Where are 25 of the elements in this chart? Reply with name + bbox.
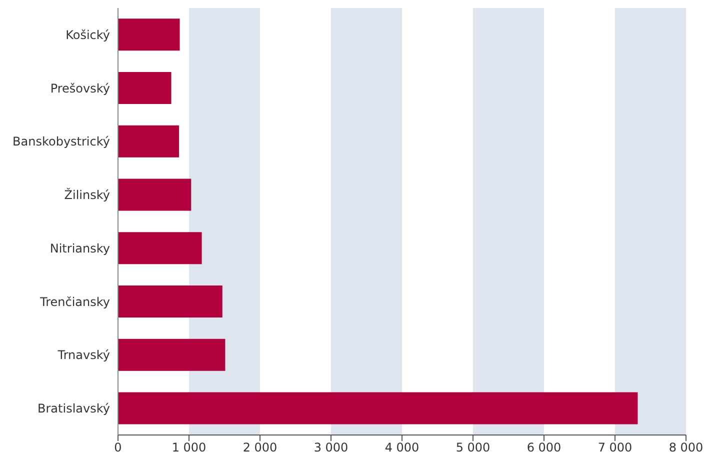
y-tick-label: Nitriansky <box>50 241 110 256</box>
y-tick-label: Bratislavský <box>38 402 110 416</box>
bar <box>118 125 180 158</box>
bar <box>118 286 222 318</box>
x-tick-label: 5 000 <box>456 440 490 455</box>
x-tick-label: 6 000 <box>526 440 562 455</box>
x-tick-label: 3 000 <box>314 440 348 455</box>
x-tick-label: 2 000 <box>242 440 278 455</box>
x-tick-label: 0 <box>114 440 122 455</box>
bar <box>118 178 192 211</box>
y-tick-label: Prešovský <box>50 81 110 96</box>
y-tick-label: Košický <box>66 28 110 42</box>
x-tick-label: 4 000 <box>384 440 420 455</box>
x-tick-label: 8 000 <box>668 440 704 455</box>
bar <box>118 338 226 371</box>
y-tick-label: Trenčiansky <box>39 294 110 309</box>
x-tick-label: 1 000 <box>172 440 206 455</box>
y-tick-label: Žilinský <box>64 187 110 202</box>
x-tick-label: 7 000 <box>598 440 632 455</box>
bar <box>118 392 638 424</box>
bar <box>118 72 172 104</box>
bar <box>118 18 180 51</box>
y-tick-label: Banskobystrický <box>12 134 110 149</box>
bar <box>118 232 202 264</box>
y-tick-label: Trnavský <box>56 348 110 362</box>
